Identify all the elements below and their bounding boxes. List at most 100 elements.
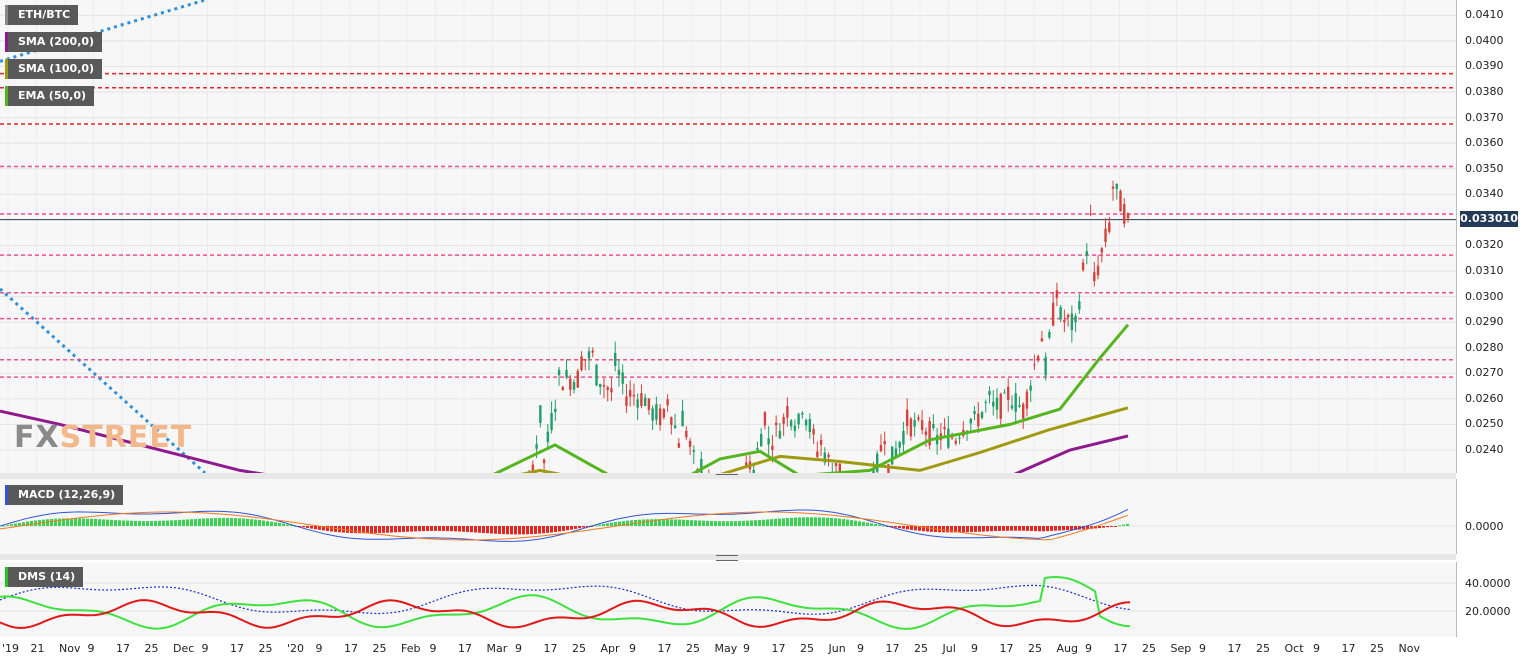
macd-histogram-bar (826, 517, 829, 526)
macd-tag[interactable]: MACD (12,26,9) (5, 485, 124, 505)
candle-body (1018, 405, 1021, 407)
macd-pane[interactable] (0, 479, 1456, 554)
macd-histogram-bar (930, 526, 933, 532)
macd-histogram-bar (490, 526, 493, 534)
dms-pane[interactable] (0, 562, 1456, 637)
candle-body (658, 408, 662, 426)
macd-histogram-bar (1038, 526, 1041, 532)
macd-histogram-bar (206, 518, 209, 526)
candle-body (804, 419, 808, 426)
sma-200-tag[interactable]: SMA (200,0) (5, 32, 103, 52)
macd-histogram-bar (702, 520, 705, 526)
macd-histogram-bar (398, 526, 401, 533)
macd-histogram-bar (958, 526, 961, 533)
candle-body (1007, 386, 1010, 400)
candle-body (681, 410, 684, 427)
macd-histogram-bar (282, 523, 285, 526)
macd-histogram-bar (750, 520, 753, 526)
price-tick-label: 0.0340 (1465, 187, 1504, 201)
macd-histogram-bar (102, 519, 105, 526)
time-tick-label: May (714, 642, 738, 655)
symbol-tag[interactable]: ETH/BTC (5, 5, 79, 25)
macd-histogram-bar (22, 522, 25, 526)
price-tick-label: 0.0360 (1465, 136, 1504, 150)
candle-body (688, 440, 692, 447)
macd-histogram-bar (606, 523, 609, 526)
macd-histogram-bar (718, 521, 721, 526)
macd-histogram-bar (782, 518, 785, 526)
time-tick-label: 17 (885, 642, 900, 655)
pane-divider[interactable] (0, 554, 1456, 561)
candle-body (879, 445, 883, 452)
candle-body (531, 464, 535, 473)
macd-histogram-bar (610, 522, 613, 526)
macd-histogram-bar (1046, 526, 1049, 532)
price-axis[interactable]: 0.0410 0.0400 0.0390 0.0380 0.0370 0.0360 0.03… (1456, 0, 1534, 473)
time-tick-label: 17 (999, 642, 1014, 655)
macd-histogram-bar (962, 526, 965, 533)
macd-histogram-bar (858, 521, 861, 526)
candle-body (920, 420, 924, 430)
candle-body (943, 426, 946, 430)
candle-body (1055, 290, 1059, 299)
time-tick-label: 21 (30, 642, 45, 655)
macd-histogram-bar (898, 526, 901, 529)
candle-body (621, 372, 624, 384)
time-tick-label: 25 (258, 642, 273, 655)
macd-histogram-bar (738, 520, 741, 526)
macd-histogram-bar (374, 526, 377, 534)
ema-50-tag[interactable]: EMA (50,0) (5, 86, 94, 106)
candle-body (980, 412, 984, 419)
sma-100-line (520, 406, 1129, 473)
price-tick-label: 0.0380 (1465, 85, 1504, 99)
candle-body (1074, 315, 1077, 323)
macd-histogram-bar (766, 519, 769, 526)
time-tick-label: 17 (458, 642, 472, 655)
candle-body (905, 409, 909, 427)
macd-histogram-bar (522, 526, 525, 535)
macd-histogram-bar (478, 526, 481, 533)
candle-body (1093, 272, 1096, 282)
macd-histogram-bar (918, 526, 921, 531)
candle-body (614, 352, 617, 366)
price-tick-label: 0.0390 (1465, 59, 1504, 73)
macd-histogram-bar (126, 520, 129, 526)
macd-histogram-bar (218, 517, 221, 526)
candle-body (647, 398, 651, 410)
price-chart-svg (0, 0, 1456, 473)
macd-histogram-bar (50, 518, 53, 526)
macd-histogram-bar (874, 523, 877, 526)
macd-histogram-bar (114, 520, 117, 526)
time-tick-label: 17 (1341, 642, 1356, 655)
macd-histogram-bar (966, 526, 969, 533)
drag-handle-icon[interactable] (716, 555, 738, 561)
candle-body (591, 350, 594, 353)
macd-histogram-bar (454, 526, 457, 532)
price-chart-pane[interactable]: FXSTREET (0, 0, 1456, 473)
candle-body (550, 412, 553, 431)
candle-body (546, 431, 550, 443)
candle-body (786, 405, 789, 418)
macd-histogram-bar (578, 526, 581, 529)
macd-histogram-bar (974, 526, 977, 532)
candle-body (628, 389, 632, 397)
macd-histogram-bar (178, 519, 181, 526)
macd-histogram-bar (302, 526, 305, 528)
macd-histogram-bar (734, 521, 737, 526)
macd-histogram-bar (494, 526, 497, 534)
macd-histogram-bar (902, 526, 905, 529)
macd-histogram-bar (358, 526, 361, 534)
time-tick-label: 17 (1113, 642, 1128, 655)
dms-tag[interactable]: DMS (14) (5, 567, 84, 587)
macd-histogram-bar (818, 517, 821, 526)
plus-di-line (0, 575, 1131, 630)
macd-histogram-bar (866, 522, 869, 526)
macd-histogram-bar (946, 526, 949, 533)
candle-body (1010, 405, 1014, 409)
candle-body (827, 454, 830, 458)
macd-histogram-bar (682, 519, 685, 526)
candle-body (838, 463, 841, 473)
sma-100-tag[interactable]: SMA (100,0) (5, 59, 103, 79)
candle-body (1003, 392, 1006, 394)
macd-histogram-bar (754, 520, 757, 526)
